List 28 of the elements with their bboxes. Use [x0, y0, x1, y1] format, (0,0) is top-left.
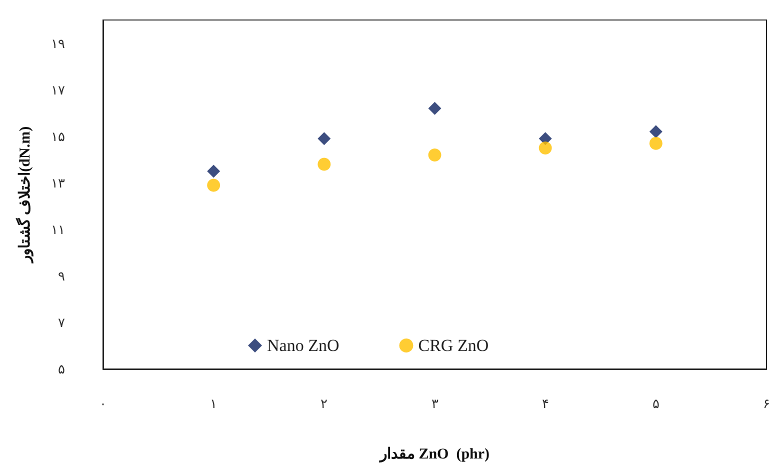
x-axis-title: مقدار ZnO (phr) [378, 446, 490, 462]
point [649, 136, 662, 150]
point [207, 178, 220, 192]
x-tick-label: ۳ [431, 396, 438, 411]
y-tick-label: ۹ [58, 268, 65, 284]
point [207, 164, 220, 178]
legend-label: Nano ZnO [267, 336, 340, 355]
y-tick-label: ۱۹ [51, 36, 65, 51]
point [649, 125, 662, 138]
y-tick-label: ۵ [58, 362, 65, 376]
legend-label: CRG ZnO [418, 336, 489, 355]
y-tick-label: ۱۷ [51, 82, 65, 98]
point [318, 132, 331, 146]
x-tick-label: ۲ [320, 396, 328, 411]
y-tick-label: ۱۱ [51, 222, 65, 237]
y-tick-label: ۱۳ [51, 175, 65, 190]
x-tick-label: ۶ [763, 396, 770, 411]
point [428, 148, 442, 162]
x-tick-label: ۵ [652, 396, 660, 411]
point [318, 158, 331, 171]
y-tick-label: ۱۵ [51, 128, 65, 144]
y-tick-label: ۷ [58, 314, 65, 330]
x-tick-label: ۱ [210, 396, 218, 411]
point [428, 102, 442, 115]
x-tick-label: ۴ [542, 396, 549, 411]
point [538, 141, 552, 154]
y-axis-title: اختلاف گشتاور(dN.m) [16, 126, 34, 264]
x-tick-label: ۰ [100, 396, 106, 411]
